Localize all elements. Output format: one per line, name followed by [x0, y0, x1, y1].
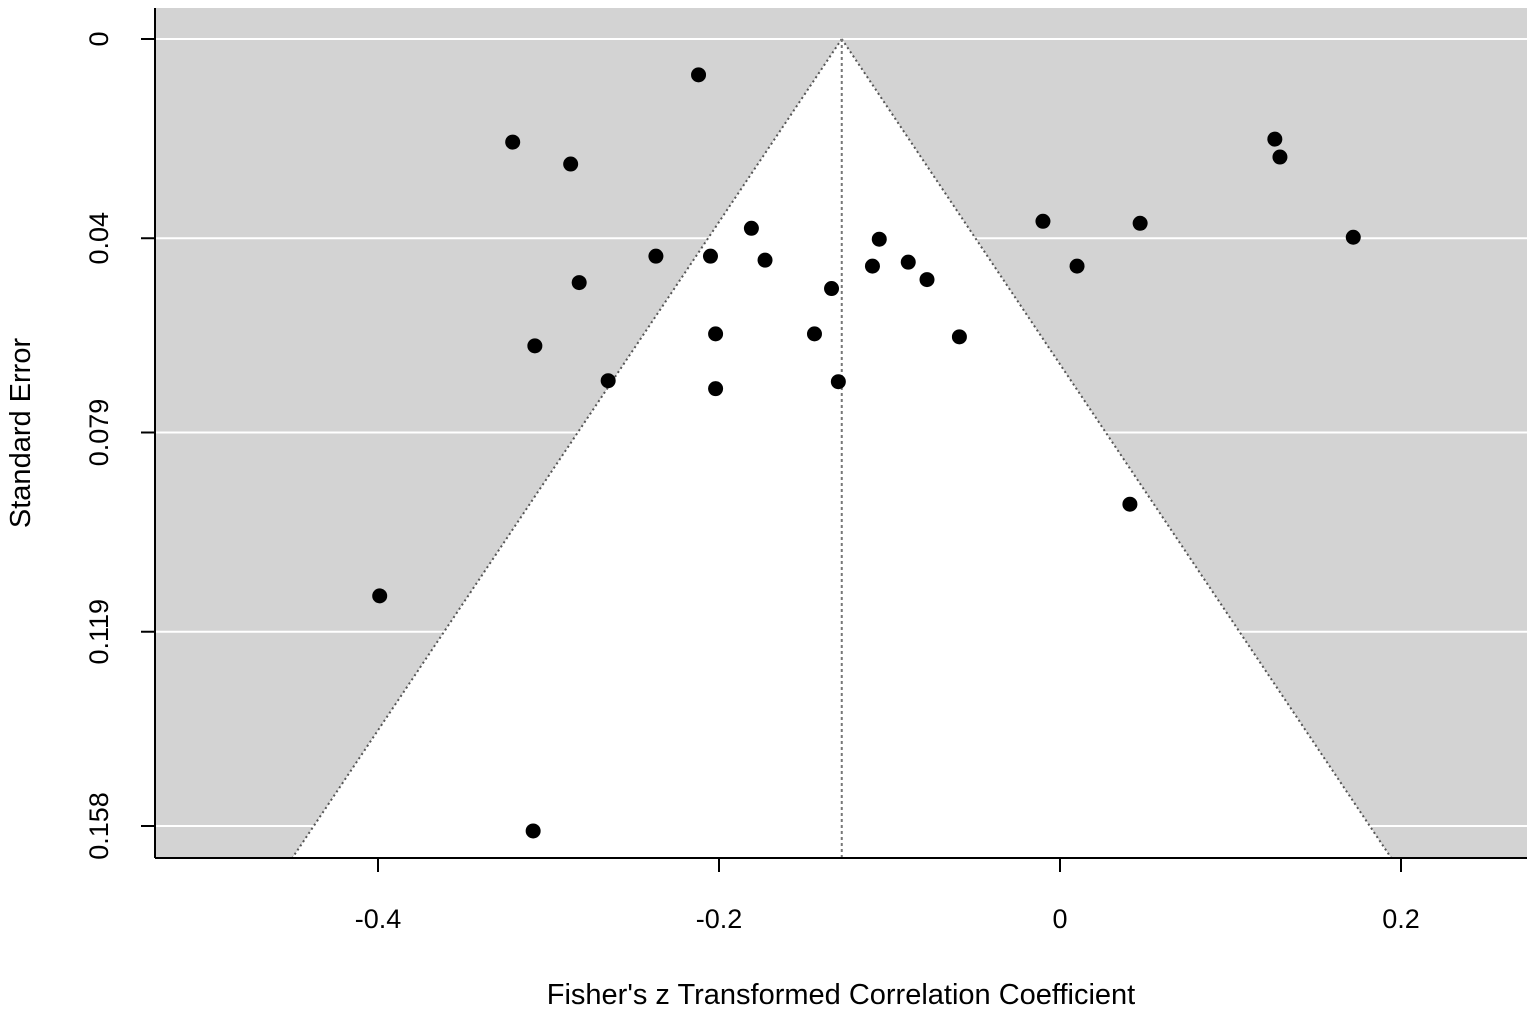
data-point [1132, 215, 1148, 231]
data-point [830, 374, 846, 390]
y-axis-title: Standard Error [5, 338, 37, 529]
data-point [824, 281, 840, 297]
y-tick-label: 0.158 [84, 792, 114, 860]
data-point [806, 326, 822, 342]
data-point [691, 67, 707, 83]
data-point [525, 823, 541, 839]
data-point [864, 258, 880, 274]
data-point [563, 156, 579, 172]
data-point [1345, 229, 1361, 245]
data-point [505, 134, 521, 150]
data-point [871, 231, 887, 247]
data-point [1267, 131, 1283, 147]
data-point [571, 275, 587, 291]
data-point [708, 381, 724, 397]
data-point [1069, 258, 1085, 274]
x-axis-title: Fisher's z Transformed Correlation Coeff… [547, 979, 1135, 1011]
data-point [527, 338, 543, 354]
data-point [743, 220, 759, 236]
data-point [1035, 213, 1051, 229]
data-point [757, 252, 773, 268]
x-tick-label: -0.2 [696, 904, 743, 934]
x-tick-label: -0.4 [355, 904, 402, 934]
data-point [919, 272, 935, 288]
x-tick-label: 0 [1052, 904, 1067, 934]
data-point [372, 588, 388, 604]
data-point [951, 329, 967, 345]
data-point [900, 254, 916, 270]
x-tick-label: 0.2 [1382, 904, 1420, 934]
data-point [600, 373, 616, 389]
y-tick-label: 0.119 [84, 599, 114, 665]
data-point [1272, 149, 1288, 165]
data-point [708, 326, 724, 342]
axes: -0.4 -0.2 0 0.2 0 0.04 0.079 0.119 0.158 [84, 8, 1527, 934]
y-tick-label: 0 [84, 31, 114, 46]
plot-area [155, 8, 1527, 859]
y-tick-label: 0.079 [84, 399, 114, 467]
data-point [1122, 496, 1138, 512]
data-point [702, 248, 718, 264]
data-point [648, 248, 664, 264]
y-tick-label: 0.04 [84, 212, 114, 265]
